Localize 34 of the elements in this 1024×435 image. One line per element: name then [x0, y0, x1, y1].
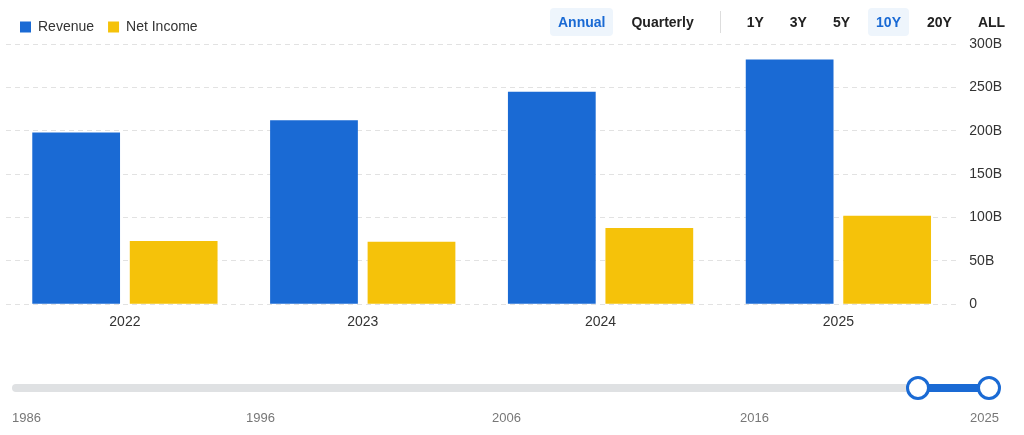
- bar: [745, 59, 834, 304]
- text: 10Y: [868, 8, 909, 36]
- text: 2016: [740, 410, 769, 425]
- y-tick-label: 250B: [969, 78, 1003, 95]
- text: 2025: [970, 410, 999, 425]
- x-tick-label: 2022: [109, 313, 141, 330]
- y-tick-label: 150B: [969, 164, 1003, 181]
- text: Annual: [550, 8, 614, 36]
- text: ALL: [976, 13, 1007, 32]
- text: 3Y: [788, 13, 808, 32]
- text: 5Y: [831, 13, 852, 32]
- text: 1986: [12, 410, 41, 425]
- bar: [270, 120, 358, 304]
- bar: [605, 227, 694, 304]
- legend-label: Revenue: [38, 17, 95, 34]
- bar: [507, 91, 596, 304]
- y-tick-label: 200B: [969, 121, 1003, 138]
- x-tick-label: 2024: [584, 313, 617, 330]
- bar: [32, 132, 121, 304]
- text: 1996: [246, 410, 275, 425]
- y-tick-label: 300B: [969, 34, 1003, 51]
- y-tick-label: 0: [969, 295, 978, 312]
- text: 2006: [492, 410, 521, 425]
- x-tick-label: 2023: [347, 313, 379, 330]
- bar: [843, 215, 932, 304]
- text: Quarterly: [630, 13, 695, 32]
- legend-label: Net Income: [126, 17, 198, 34]
- y-tick-label: 50B: [969, 251, 995, 268]
- text: 20Y: [926, 13, 953, 32]
- bar: [129, 240, 218, 304]
- bar: [367, 241, 456, 304]
- x-tick-label: 2025: [822, 313, 855, 330]
- text: 1Y: [745, 13, 765, 32]
- y-tick-label: 100B: [969, 208, 1003, 225]
